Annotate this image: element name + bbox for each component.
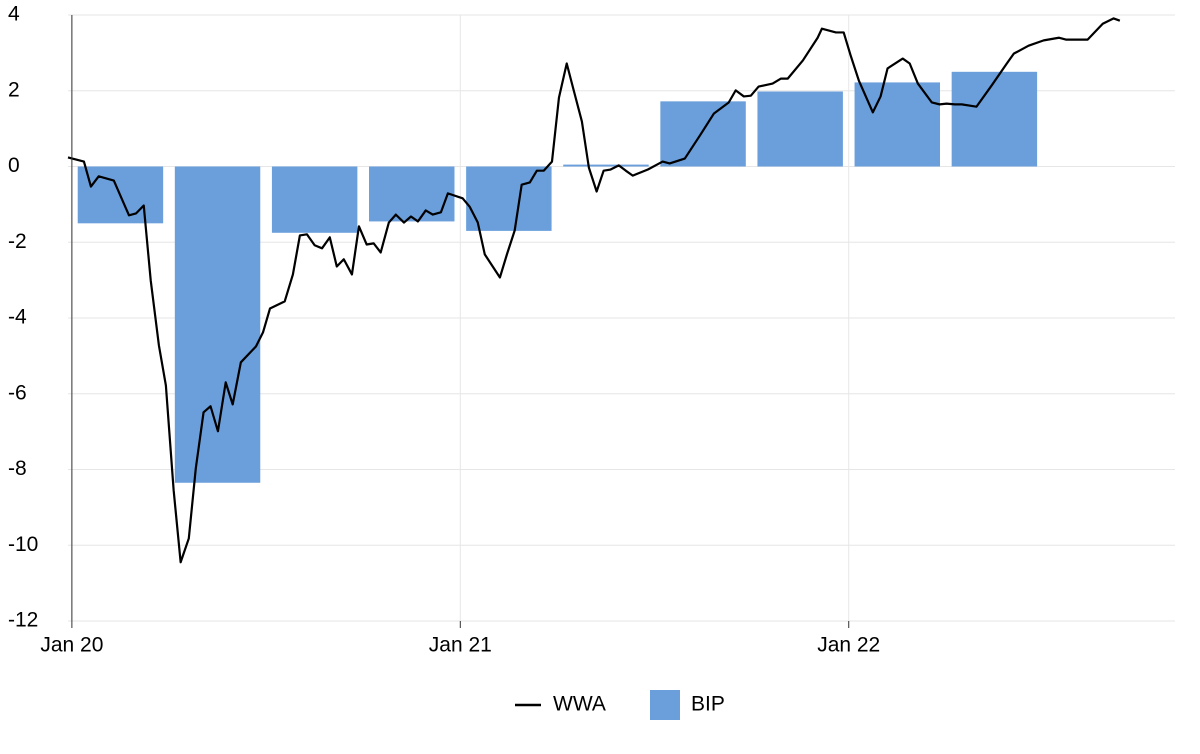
- bar: [466, 166, 552, 231]
- x-tick-label: Jan 21: [429, 634, 492, 657]
- bar: [271, 166, 358, 233]
- y-tick-label: -4: [8, 306, 27, 329]
- bar: [563, 164, 649, 167]
- line: [67, 17, 1121, 564]
- bar: [757, 91, 843, 167]
- y-tick-label: -12: [8, 609, 38, 632]
- legend-label: WWA: [553, 693, 606, 716]
- y-tick-label: 0: [8, 154, 20, 177]
- x-tick-label: Jan 20: [40, 634, 103, 657]
- bar: [854, 82, 941, 167]
- y-tick-label: -10: [8, 533, 38, 556]
- y-tick-label: 4: [8, 3, 20, 26]
- y-tick-label: -6: [8, 381, 27, 404]
- lines: [67, 17, 1121, 564]
- bar: [369, 166, 455, 222]
- bar: [660, 101, 746, 167]
- y-tick-label: -8: [8, 457, 27, 480]
- y-tick-label: -2: [8, 230, 27, 253]
- legend-swatch: [650, 690, 680, 720]
- legend-label: BIP: [691, 693, 725, 716]
- axes: -12 -10 -8 -6 -4 -2 0 2 4 Jan 20 Jan 21 Jan 22: [8, 3, 880, 657]
- x-tick-label: Jan 22: [817, 634, 880, 657]
- bar: [174, 166, 261, 483]
- bar: [951, 71, 1038, 167]
- legend: WWA BIP: [515, 690, 725, 720]
- y-tick-label: 2: [8, 78, 20, 101]
- bars: [77, 71, 1038, 483]
